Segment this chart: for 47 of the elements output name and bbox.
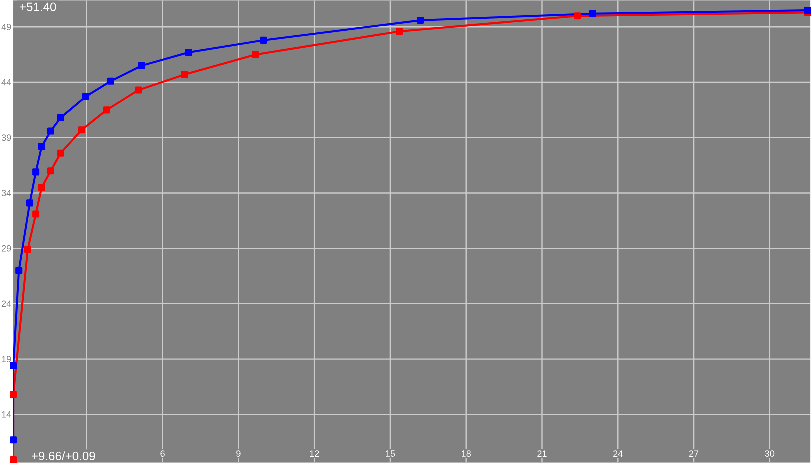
x-tick-label: 24 bbox=[614, 450, 623, 457]
point bbox=[10, 436, 18, 444]
annotation: +9.66/+0.09 bbox=[32, 451, 96, 460]
point bbox=[138, 62, 146, 70]
y-tick-label: 29 bbox=[2, 245, 12, 252]
point bbox=[82, 93, 90, 100]
point bbox=[10, 391, 18, 398]
point bbox=[107, 78, 114, 85]
point bbox=[10, 362, 18, 370]
point bbox=[32, 168, 40, 176]
y-tick-label: 49 bbox=[2, 24, 12, 30]
x-tick-label: 12 bbox=[310, 450, 320, 457]
point bbox=[396, 28, 404, 35]
point bbox=[185, 48, 192, 56]
x-tick-label: 6 bbox=[160, 450, 165, 457]
annotation: +51.40 bbox=[20, 2, 56, 12]
point bbox=[32, 210, 40, 218]
point bbox=[417, 16, 424, 24]
point bbox=[589, 10, 596, 18]
point bbox=[57, 150, 64, 157]
y-tick-label: 24 bbox=[2, 300, 12, 307]
point bbox=[252, 51, 260, 58]
x-tick-label: 21 bbox=[538, 450, 547, 457]
x-tick-label: 30 bbox=[765, 450, 775, 457]
point bbox=[26, 200, 34, 207]
point bbox=[38, 184, 46, 192]
y-tick-label: 44 bbox=[2, 79, 12, 86]
point bbox=[24, 246, 32, 254]
x-tick-label: 27 bbox=[689, 450, 699, 457]
point bbox=[57, 114, 64, 122]
point bbox=[181, 71, 188, 78]
point bbox=[47, 167, 54, 174]
point bbox=[16, 267, 23, 274]
point bbox=[135, 86, 142, 94]
point bbox=[260, 36, 268, 44]
y-tick-label: 39 bbox=[2, 134, 12, 141]
point bbox=[103, 106, 110, 114]
point bbox=[47, 128, 54, 135]
y-tick-label: 19 bbox=[2, 356, 12, 362]
y-tick-label: 34 bbox=[2, 190, 12, 196]
point bbox=[78, 126, 86, 134]
point bbox=[574, 12, 582, 20]
x-tick-label: 15 bbox=[386, 450, 396, 457]
y-tick-label: 14 bbox=[2, 411, 12, 418]
x-tick-label: 9 bbox=[236, 450, 241, 457]
point bbox=[38, 143, 46, 150]
x-tick-label: 18 bbox=[462, 450, 471, 457]
